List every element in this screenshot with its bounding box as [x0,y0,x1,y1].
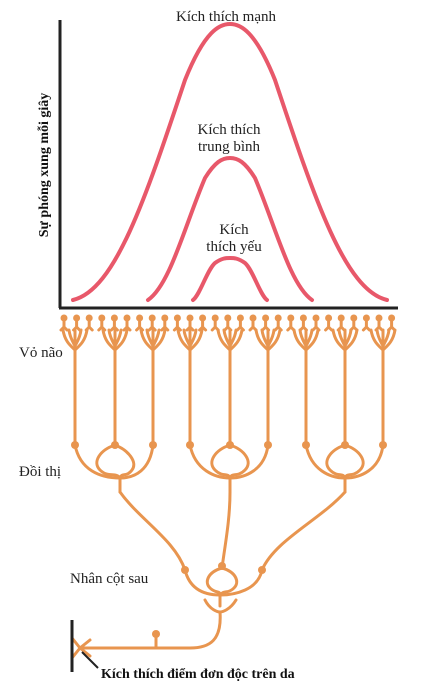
strong-stimulus-label: Kích thích mạnh [176,9,276,25]
cortex-cell-body [362,314,370,322]
cortex-branch [216,328,244,352]
thalamus-cluster-right [304,443,385,494]
dorsal-column-cell-bodies [181,562,266,574]
cortex-cell-body [110,314,118,322]
cortex-cell-body [388,314,396,322]
cortex-cell-body [199,314,207,322]
thalamus-cluster-center [188,443,270,494]
thalamus-cell-bodies [71,441,387,449]
cortex-cell-body [60,314,68,322]
medium-stimulus-label-line1: Kích thích [198,122,261,138]
cortex-cell-body [73,314,81,322]
dorsal-column-nucleus-label: Nhân cột sau [70,571,149,587]
cortex-branch [292,328,320,352]
thalamocortical-axons [73,348,385,447]
cortex-branch [101,328,129,352]
cortex-cell-body [211,314,219,322]
cortex-branch [254,328,282,352]
cortex-cell-body [249,314,257,322]
cortex-branch [176,328,204,352]
weak-stimulus-label-line2: thích yếu [206,239,262,255]
axes [58,20,398,310]
y-axis-label: Sự phóng xung mỗi giây [36,93,52,238]
stimulus-label: Kích thích điểm đơn độc trên da [101,667,295,682]
dorsal-column-cluster [183,566,264,614]
medium-stimulus-label-line2: trung bình [198,139,261,155]
cortex-cell-body [186,314,194,322]
cortex-cell-body [98,314,106,322]
cortex-cell-body [236,314,244,322]
thalamus-cluster-left [73,443,155,494]
cortex-branch [331,328,359,352]
neuron-pathway [59,314,397,660]
medial-lemniscus-fibers [118,490,347,572]
cortex-cell-body [85,314,93,322]
cortex-cell-body [299,314,307,322]
cortex-cell-body [148,314,156,322]
weak-stimulus-label-line1: Kích [219,222,249,238]
cortex-cells [59,314,397,332]
cortex-cell-body [123,314,131,322]
response-curves [71,21,389,302]
cortex-cell-body [173,314,181,322]
cortex-branches [61,328,397,352]
cortex-branch [369,328,397,352]
cortex-label: Vỏ não [19,345,63,361]
cortex-cell-body [262,314,270,322]
cortex-cell-body [224,314,232,322]
cortex-branch [61,328,89,352]
cortex-cell-body [350,314,358,322]
cortex-cell-body [287,314,295,322]
stimulus-pointer [81,651,99,669]
medium-stimulus-curve [146,155,314,302]
cortex-cell-body [325,314,333,322]
cortex-branch [139,328,167,352]
cortex-cell-body [161,314,169,322]
strong-stimulus-curve [71,21,389,302]
weak-stimulus-curve [191,255,269,302]
cortex-cell-body [375,314,383,322]
cortex-cell-body [337,314,345,322]
cortex-cell-body [274,314,282,322]
cortex-cell-body [312,314,320,322]
thalamus-label: Đồi thị [19,464,61,480]
cortex-cell-body [136,314,144,322]
primary-afferent [70,610,222,660]
